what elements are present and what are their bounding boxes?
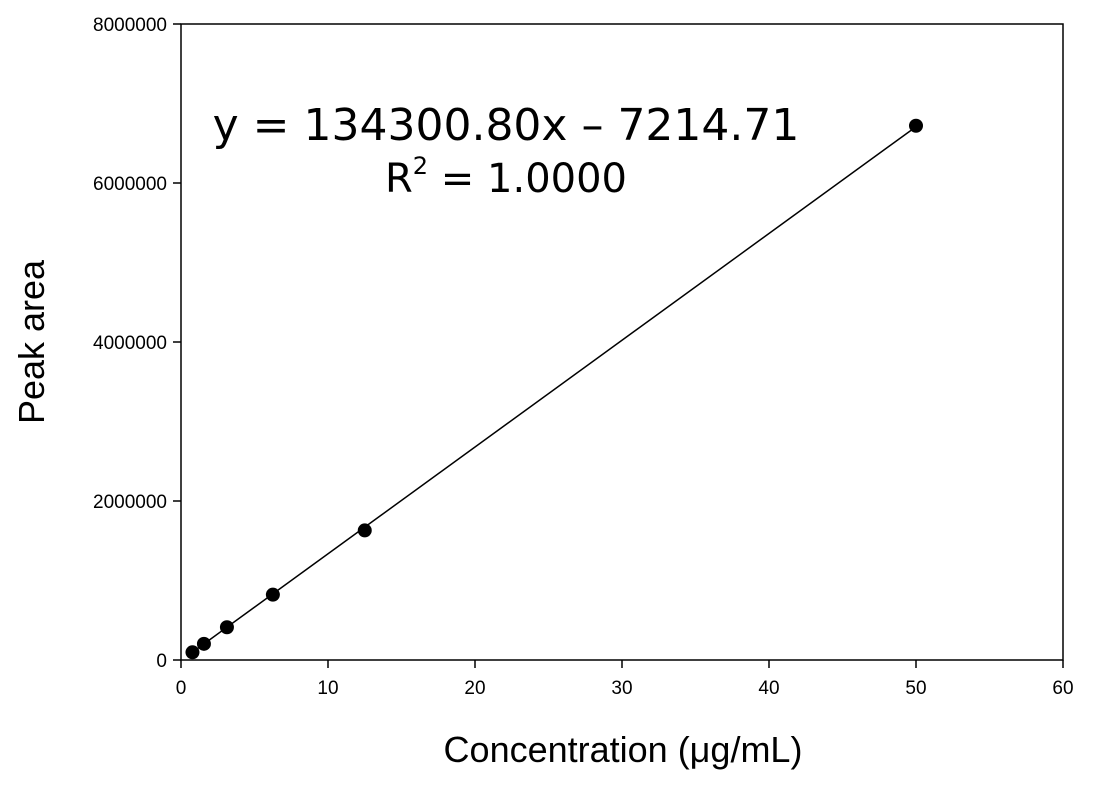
data-point	[909, 118, 923, 133]
data-point	[219, 620, 234, 635]
r-squared-label: R2 = 1.0000	[385, 152, 627, 202]
data-point	[196, 636, 211, 651]
data-point	[357, 523, 372, 538]
y-tick-label: 2000000	[93, 492, 167, 513]
regression-line	[192, 126, 917, 653]
r-squared-prefix: R	[385, 156, 413, 202]
x-tick-label: 40	[758, 678, 779, 699]
x-tick-label: 60	[1052, 678, 1073, 699]
y-axis-title: Peak area	[11, 259, 52, 424]
y-tick-label: 0	[156, 651, 167, 672]
y-tick-label: 6000000	[93, 174, 167, 195]
data-points	[185, 118, 923, 660]
data-point	[265, 587, 280, 602]
x-tick-label: 30	[611, 678, 632, 699]
x-axis-title: Concentration (μg/mL)	[444, 729, 803, 770]
x-tick-label: 20	[464, 678, 485, 699]
data-point	[185, 645, 200, 660]
x-tick-label: 0	[176, 678, 187, 699]
axis-ticks: 0 10 20 30 40 50 60 0 2000000 4000000 6000000 80000…	[93, 15, 1074, 699]
y-tick-label: 8000000	[93, 15, 167, 36]
y-tick-label: 4000000	[93, 333, 167, 354]
r-squared-value: = 1.0000	[428, 156, 627, 202]
x-tick-label: 10	[317, 678, 338, 699]
fit-line-group	[192, 126, 917, 653]
r-squared-superscript: 2	[413, 152, 428, 180]
x-tick-label: 50	[905, 678, 926, 699]
regression-equation: y = 134300.80x – 7214.71	[213, 100, 800, 151]
